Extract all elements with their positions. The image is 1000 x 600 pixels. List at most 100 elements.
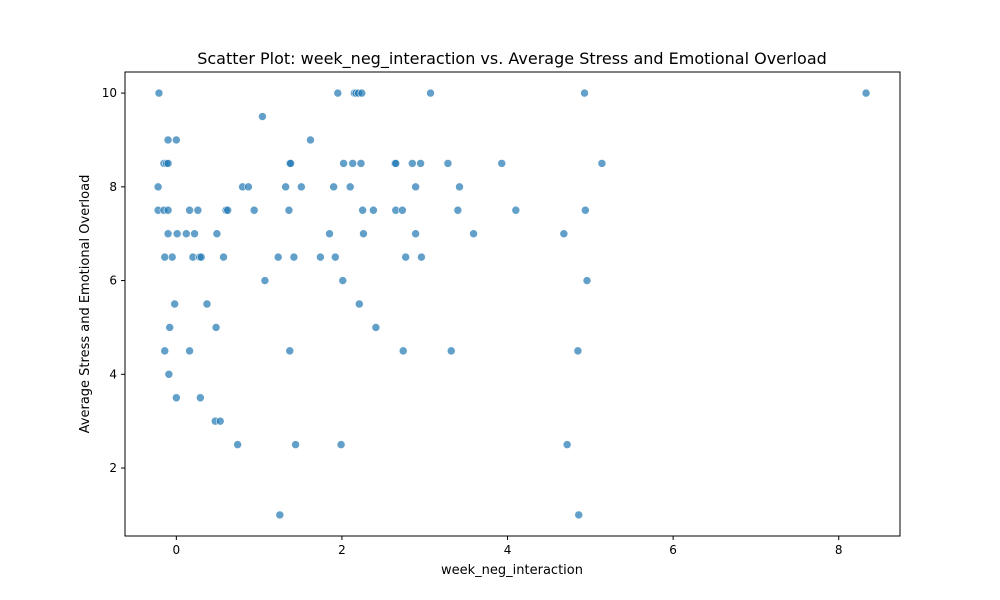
data-point — [291, 440, 300, 449]
y-axis: 2 4 6 8 10 — [102, 86, 125, 475]
data-point — [281, 182, 290, 192]
data-point — [297, 182, 306, 192]
data-point — [164, 369, 174, 379]
data-point — [331, 252, 340, 262]
data-point — [356, 159, 366, 168]
data-point — [193, 205, 203, 215]
x-tick-label: 6 — [669, 543, 677, 557]
data-point — [369, 205, 378, 215]
data-point — [215, 416, 225, 426]
data-point — [160, 346, 170, 356]
y-axis-label: Average Stress and Emotional Overload — [78, 175, 93, 434]
data-point — [167, 252, 177, 262]
x-tick-label: 8 — [835, 543, 843, 557]
data-point — [391, 159, 401, 168]
data-point — [453, 205, 463, 215]
data-point — [345, 182, 355, 192]
data-point — [258, 112, 267, 121]
data-point — [497, 159, 507, 168]
data-point — [574, 510, 584, 520]
data-point — [306, 135, 315, 145]
data-point — [163, 229, 173, 238]
y-tick-label: 2 — [109, 461, 117, 475]
data-point — [398, 205, 407, 215]
data-point — [398, 346, 408, 356]
data-point — [562, 440, 572, 449]
data-point — [446, 346, 456, 356]
data-point — [581, 205, 590, 215]
data-point — [336, 440, 346, 449]
data-point — [163, 205, 173, 215]
data-point — [411, 182, 420, 192]
data-point — [357, 88, 367, 98]
data-point — [338, 276, 348, 285]
data-point — [358, 205, 367, 215]
data-point — [273, 252, 283, 262]
data-point — [223, 205, 232, 215]
data-point — [401, 252, 410, 262]
data-point — [202, 299, 212, 309]
y-tick-label: 10 — [102, 86, 117, 100]
data-point — [219, 252, 228, 262]
data-point — [233, 440, 242, 449]
data-point — [861, 88, 871, 98]
data-point — [417, 252, 426, 262]
data-point — [244, 182, 253, 192]
data-point — [172, 229, 182, 238]
data-point — [469, 229, 478, 238]
data-points — [153, 88, 871, 520]
data-point — [275, 510, 285, 520]
data-point — [371, 323, 381, 332]
data-point — [285, 346, 295, 356]
data-point — [165, 323, 175, 332]
data-point — [286, 159, 295, 168]
data-point — [511, 205, 521, 215]
data-point — [359, 229, 368, 238]
data-point — [172, 393, 181, 403]
data-point — [289, 252, 299, 262]
data-point — [190, 229, 199, 238]
data-point — [426, 88, 435, 98]
data-point — [597, 159, 607, 168]
data-point — [249, 205, 259, 215]
data-point — [339, 159, 348, 168]
data-point — [212, 229, 222, 238]
data-point — [163, 135, 173, 145]
data-point — [408, 159, 417, 168]
data-point — [333, 88, 343, 98]
plot-frame — [124, 71, 901, 537]
x-tick-label: 2 — [338, 543, 346, 557]
data-point — [196, 393, 205, 403]
data-point — [284, 205, 294, 215]
data-point — [211, 323, 221, 332]
data-point — [559, 229, 569, 238]
x-axis: 0 2 4 6 8 — [173, 536, 843, 557]
data-point — [153, 182, 163, 192]
data-point — [348, 159, 358, 168]
chart-title: Scatter Plot: week_neg_interaction vs. A… — [197, 49, 827, 69]
data-point — [260, 276, 270, 285]
data-point — [325, 229, 334, 238]
data-point — [185, 346, 194, 356]
data-point — [154, 88, 164, 98]
data-point — [160, 252, 170, 262]
data-point — [582, 276, 592, 285]
x-tick-label: 0 — [173, 543, 181, 557]
y-tick-label: 6 — [109, 274, 117, 288]
y-tick-label: 8 — [109, 180, 117, 194]
data-point — [185, 205, 194, 215]
data-point — [573, 346, 583, 356]
y-tick-label: 4 — [109, 367, 117, 381]
x-axis-label: week_neg_interaction — [441, 563, 583, 578]
data-point — [196, 252, 206, 262]
data-point — [181, 229, 191, 238]
data-point — [443, 159, 453, 168]
data-point — [170, 299, 179, 309]
data-point — [172, 135, 181, 145]
data-point — [329, 182, 338, 192]
x-tick-label: 4 — [504, 543, 512, 557]
data-point — [455, 182, 464, 192]
data-point — [163, 159, 173, 168]
